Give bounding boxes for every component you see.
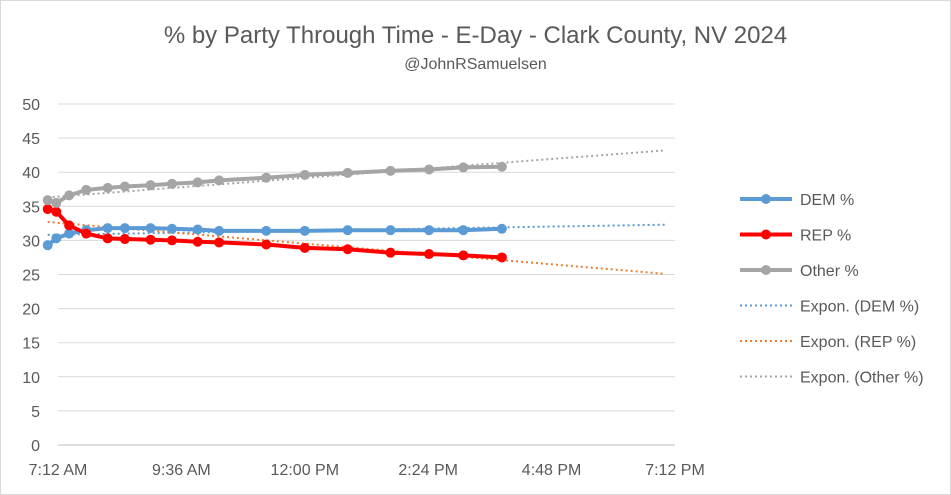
data-point <box>424 164 435 175</box>
data-point <box>496 223 507 234</box>
legend-label: Expon. (DEM %) <box>800 299 919 316</box>
data-point <box>299 242 310 253</box>
x-axis-ticks: 7:12 AM 9:36 AM 12:00 PM 2:24 PM 4:48 PM 7:12… <box>29 462 705 479</box>
data-point <box>51 206 62 217</box>
data-point <box>496 161 507 172</box>
legend-label: DEM % <box>800 192 854 209</box>
data-point <box>342 167 353 178</box>
y-tick-label: 35 <box>22 199 40 216</box>
data-point <box>342 244 353 255</box>
x-tick-label: 9:36 AM <box>152 462 211 479</box>
data-point <box>42 204 53 215</box>
series-2 <box>42 161 507 208</box>
y-tick-label: 15 <box>22 336 40 353</box>
data-point <box>166 178 177 189</box>
legend-label: Other % <box>800 263 859 280</box>
x-tick-label: 7:12 PM <box>645 462 705 479</box>
data-point <box>192 177 203 188</box>
data-point <box>192 236 203 247</box>
data-point <box>81 184 92 195</box>
gridlines <box>58 103 675 446</box>
data-point <box>192 224 203 235</box>
data-point <box>261 239 272 250</box>
y-axis-ticks: 0 5 10 15 20 25 30 35 40 45 50 <box>22 97 40 455</box>
legend-item: Expon. (REP %) <box>740 334 916 351</box>
legend-item: REP % <box>740 228 851 245</box>
y-tick-label: 10 <box>22 370 40 387</box>
legend-item: Expon. (Other %) <box>740 370 924 387</box>
data-point <box>119 223 130 234</box>
legend-label: REP % <box>800 228 851 245</box>
data-point <box>214 175 225 186</box>
data-point <box>385 165 396 176</box>
data-point <box>342 225 353 236</box>
legend-item: Expon. (DEM %) <box>740 299 919 316</box>
data-point <box>64 228 75 239</box>
data-point <box>166 223 177 234</box>
x-tick-label: 4:48 PM <box>522 462 582 479</box>
data-point <box>299 225 310 236</box>
series-line <box>47 207 503 260</box>
data-point <box>64 220 75 231</box>
trendlines <box>47 149 665 275</box>
chart-subtitle: @JohnRSamuelsen <box>404 56 547 73</box>
data-point <box>261 172 272 183</box>
y-tick-label: 45 <box>22 131 40 148</box>
data-point <box>214 237 225 248</box>
data-point <box>214 225 225 236</box>
data-point <box>299 169 310 180</box>
data-point <box>51 197 62 208</box>
data-point <box>424 249 435 260</box>
data-point <box>458 250 469 261</box>
y-tick-label: 30 <box>22 233 40 250</box>
y-tick-label: 40 <box>22 165 40 182</box>
data-point <box>458 225 469 236</box>
data-point <box>385 247 396 258</box>
data-point <box>145 180 156 191</box>
data-point <box>51 233 62 244</box>
legend-item: DEM % <box>740 192 854 209</box>
legend-label: Expon. (REP %) <box>800 334 916 351</box>
data-point <box>424 225 435 236</box>
trendline-4 <box>47 221 665 275</box>
legend-marker <box>761 229 771 240</box>
data-point <box>102 223 113 234</box>
y-tick-label: 20 <box>22 302 40 319</box>
data-point <box>458 162 469 173</box>
data-point <box>102 233 113 244</box>
data-point <box>102 182 113 193</box>
data-point <box>81 228 92 239</box>
x-tick-label: 2:24 PM <box>398 462 458 479</box>
series-lines <box>42 161 507 263</box>
data-point <box>42 240 53 251</box>
series-1 <box>42 204 507 263</box>
chart-title: % by Party Through Time - E-Day - Clark … <box>163 22 788 49</box>
y-tick-label: 25 <box>22 268 40 285</box>
data-point <box>166 235 177 246</box>
y-tick-label: 0 <box>31 438 40 455</box>
data-point <box>496 252 507 263</box>
data-point <box>385 225 396 236</box>
x-tick-label: 12:00 PM <box>271 462 339 479</box>
series-0 <box>42 223 507 251</box>
y-tick-label: 50 <box>22 97 40 114</box>
data-point <box>261 225 272 236</box>
data-point <box>145 223 156 234</box>
y-tick-label: 5 <box>31 404 40 421</box>
x-tick-label: 7:12 AM <box>29 462 88 479</box>
data-point <box>119 181 130 192</box>
legend-marker <box>761 265 771 275</box>
legend: DEM % REP % Other % Expon. (DEM %) Expon. (R… <box>740 192 924 387</box>
data-point <box>42 195 53 206</box>
legend-item: Other % <box>740 263 859 280</box>
legend-marker <box>761 194 771 204</box>
trendline-5 <box>47 149 665 199</box>
data-point <box>119 234 130 245</box>
data-point <box>145 234 156 245</box>
data-point <box>64 190 75 201</box>
legend-label: Expon. (Other %) <box>800 370 924 387</box>
